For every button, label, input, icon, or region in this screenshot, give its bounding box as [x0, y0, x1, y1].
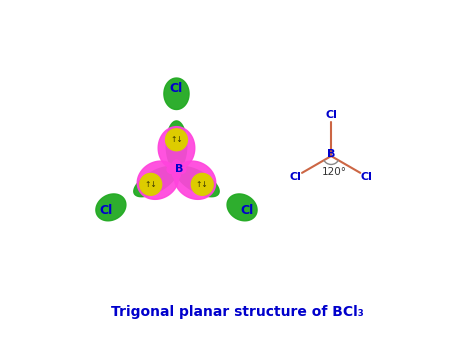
Text: Cl: Cl: [325, 110, 337, 120]
Polygon shape: [134, 166, 177, 197]
Polygon shape: [166, 121, 187, 170]
Polygon shape: [174, 161, 216, 199]
Polygon shape: [173, 160, 181, 170]
Ellipse shape: [191, 174, 213, 195]
Text: Cl: Cl: [100, 204, 113, 217]
Text: 120°: 120°: [321, 167, 346, 177]
Polygon shape: [164, 78, 189, 109]
Polygon shape: [173, 170, 181, 179]
Polygon shape: [176, 166, 219, 197]
Text: Cl: Cl: [290, 172, 301, 182]
Text: B: B: [175, 164, 183, 174]
Polygon shape: [96, 194, 126, 221]
Text: Cl: Cl: [361, 172, 373, 182]
Text: Cl: Cl: [240, 204, 254, 217]
Text: Trigonal planar structure of BCl₃: Trigonal planar structure of BCl₃: [110, 305, 364, 319]
Ellipse shape: [140, 174, 162, 195]
Ellipse shape: [165, 129, 187, 151]
Polygon shape: [167, 165, 176, 174]
Polygon shape: [176, 165, 186, 174]
Polygon shape: [227, 194, 257, 221]
Text: ↑↓: ↑↓: [196, 180, 209, 189]
Text: ↑↓: ↑↓: [170, 135, 183, 144]
Text: Cl: Cl: [170, 82, 183, 95]
Polygon shape: [137, 161, 179, 199]
Polygon shape: [158, 127, 195, 170]
Text: B: B: [327, 149, 335, 159]
Text: ↑↓: ↑↓: [145, 180, 157, 189]
